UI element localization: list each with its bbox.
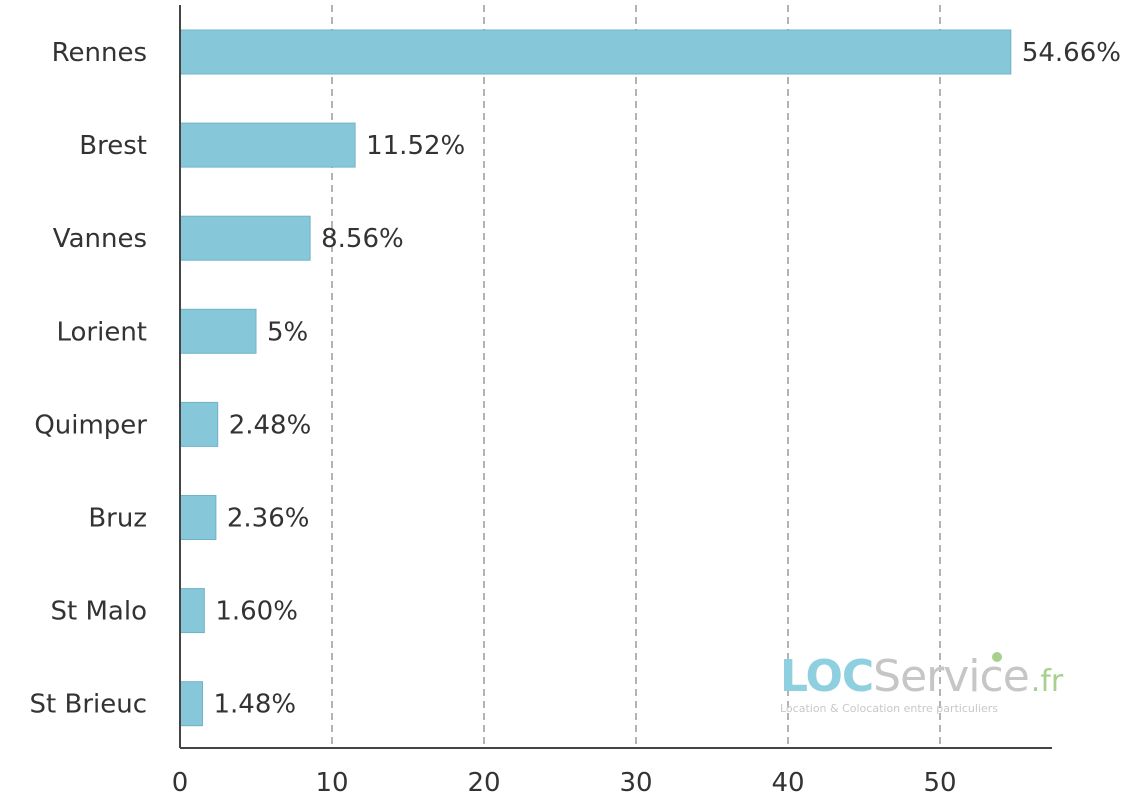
logo-service-label: Service xyxy=(873,651,1030,702)
data-label: 5% xyxy=(267,317,308,347)
category-label: Brest xyxy=(79,131,147,161)
axes xyxy=(179,5,1052,749)
bar xyxy=(179,29,1012,75)
category-label: Lorient xyxy=(56,317,147,347)
x-tick-label: 30 xyxy=(619,768,652,797)
data-label: 2.36% xyxy=(227,504,310,534)
category-label: Bruz xyxy=(88,504,147,534)
logo-loc-text: LOC xyxy=(780,651,874,702)
logo-dot-icon xyxy=(992,652,1003,662)
data-labels: 54.66% 11.52% 8.56% 5% 2.48% 2.36% 1.60% 1.48% xyxy=(213,38,1120,720)
bar xyxy=(179,308,257,354)
bar xyxy=(179,215,311,261)
category-label: Vannes xyxy=(53,224,147,254)
x-tick-label: 0 xyxy=(172,768,189,797)
grid-lines xyxy=(331,5,941,748)
x-tick-label: 20 xyxy=(467,768,500,797)
logo-tagline: Location & Colocation entre particuliers xyxy=(780,702,999,715)
data-label: 1.60% xyxy=(215,597,298,627)
data-label: 11.52% xyxy=(366,131,465,161)
data-label: 8.56% xyxy=(321,224,404,254)
data-label: 54.66% xyxy=(1022,38,1121,68)
logo-service-text: Service xyxy=(873,652,1030,699)
bar xyxy=(179,122,356,168)
bar xyxy=(179,495,217,540)
bars xyxy=(179,29,1012,727)
bar xyxy=(179,401,219,447)
data-label: 1.48% xyxy=(213,690,296,720)
category-label: St Brieuc xyxy=(30,690,147,720)
category-label: Rennes xyxy=(52,38,147,68)
category-label: Quimper xyxy=(34,410,147,440)
category-label: St Malo xyxy=(51,597,147,627)
x-tick-label: 10 xyxy=(315,768,348,797)
x-tick-label: 40 xyxy=(771,768,804,797)
logo-tld-text: .fr xyxy=(1030,664,1064,699)
x-tick-labels: 0 10 20 30 40 50 xyxy=(172,768,957,797)
locservice-logo: LOC Service .fr Location & Colocation en… xyxy=(780,651,1063,735)
x-tick-label: 50 xyxy=(923,768,956,797)
bar xyxy=(179,681,203,727)
category-labels: Rennes Brest Vannes Lorient Quimper Bruz St Ma… xyxy=(30,38,148,720)
data-label: 2.48% xyxy=(229,410,312,440)
bar xyxy=(179,588,205,634)
